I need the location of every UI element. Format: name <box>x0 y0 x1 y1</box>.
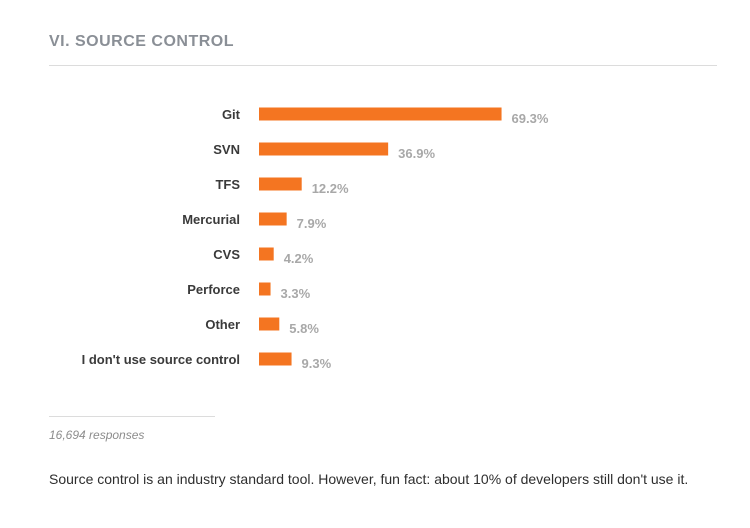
value-label: 7.9% <box>297 216 327 231</box>
bar <box>259 317 280 331</box>
bar <box>259 107 502 121</box>
category-label: I don't use source control <box>82 352 240 367</box>
category-label: Perforce <box>187 282 240 297</box>
bar <box>259 177 302 191</box>
value-label: 4.2% <box>284 251 314 266</box>
value-label: 3.3% <box>281 286 311 301</box>
category-label: Other <box>205 317 240 332</box>
bar <box>259 212 287 226</box>
value-label: 69.3% <box>512 111 549 126</box>
category-label: TFS <box>215 177 240 192</box>
bar-chart: Git 69.3% SVN 36.9% TFS 12.2% Mercurial 7.9% CVS… <box>82 107 549 371</box>
category-label: Mercurial <box>182 212 240 227</box>
response-count: 16,694 responses <box>49 428 145 442</box>
section-title: VI. SOURCE CONTROL <box>49 33 235 50</box>
category-label: Git <box>222 107 241 122</box>
value-label: 12.2% <box>312 181 349 196</box>
footnote-text: Source control is an industry standard t… <box>49 471 689 487</box>
footer-divider <box>49 416 215 417</box>
bar <box>259 247 274 261</box>
value-label: 36.9% <box>398 146 435 161</box>
bar <box>259 142 389 156</box>
title-divider <box>49 65 717 66</box>
bar <box>259 352 292 366</box>
category-label: SVN <box>213 142 240 157</box>
category-label: CVS <box>213 247 240 262</box>
bar <box>259 282 271 296</box>
value-label: 9.3% <box>302 356 332 371</box>
value-label: 5.8% <box>289 321 319 336</box>
